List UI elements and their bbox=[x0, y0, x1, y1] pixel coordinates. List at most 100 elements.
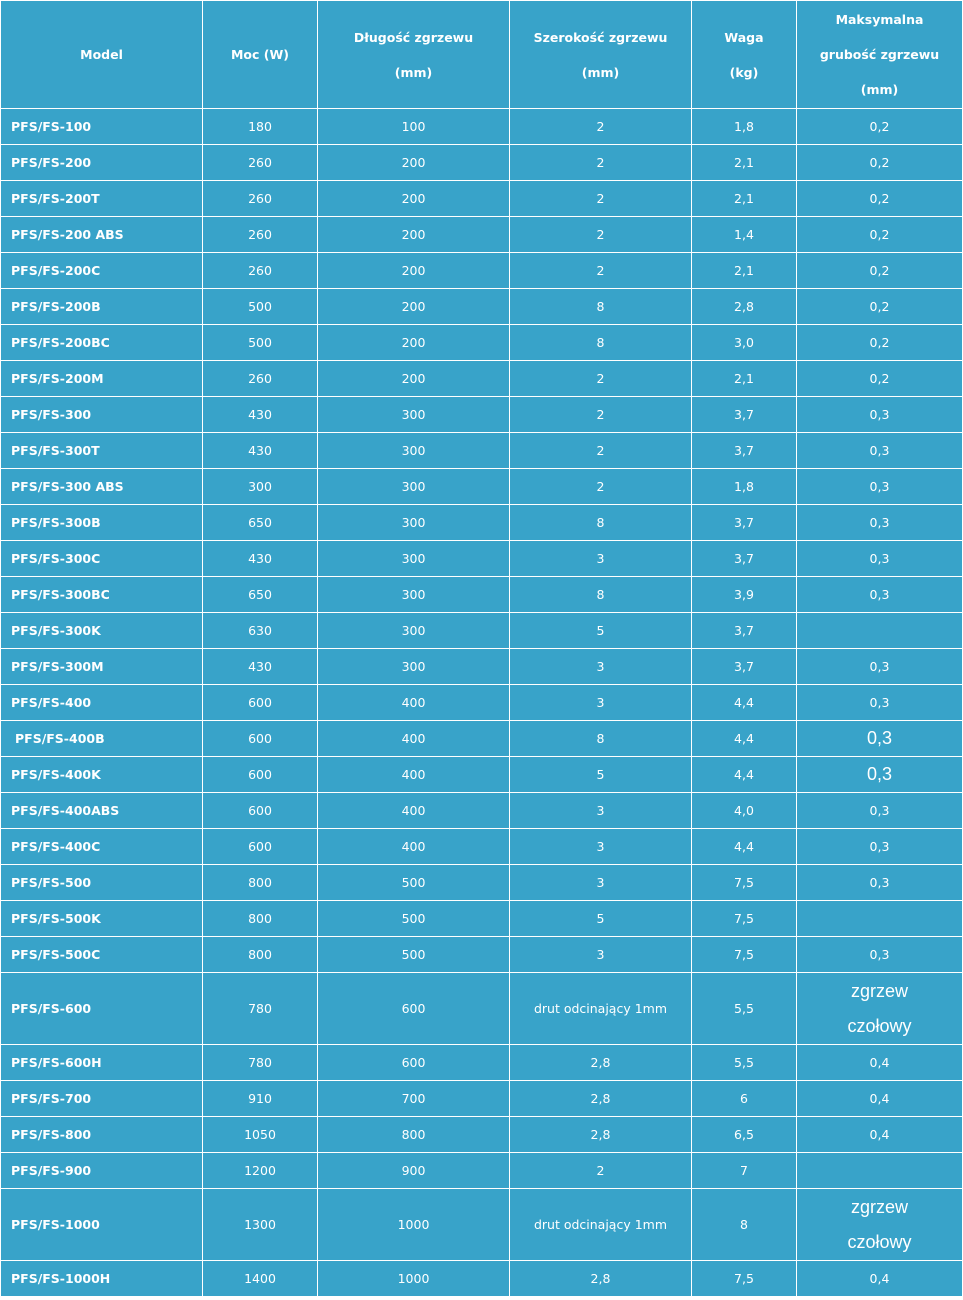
cell-model: PFS/FS-300K bbox=[0, 612, 203, 649]
cell-weight: 2,1 bbox=[691, 360, 797, 397]
cell-model: PFS/FS-200 ABS bbox=[0, 216, 203, 253]
cell-model: PFS/FS-400K bbox=[0, 756, 203, 793]
cell-model: PFS/FS-800 bbox=[0, 1116, 203, 1153]
cell-weight: 3,7 bbox=[691, 396, 797, 433]
cell-width: 8 bbox=[509, 576, 692, 613]
header-model: Model bbox=[0, 0, 203, 109]
table-row: PFS/FS-300BC 650 300 8 3,9 0,3 bbox=[0, 576, 963, 613]
cell-model: PFS/FS-500K bbox=[0, 900, 203, 937]
cell-weight: 2,1 bbox=[691, 144, 797, 181]
cell-length: 700 bbox=[317, 1080, 510, 1117]
header-line: (mm) bbox=[394, 64, 433, 80]
cell-width: 2,8 bbox=[509, 1116, 692, 1153]
cell-model: PFS/FS-600H bbox=[0, 1044, 203, 1081]
cell-thickness-line: zgrzew bbox=[850, 1196, 908, 1217]
table-row: PFS/FS-200M 260 200 2 2,1 0,2 bbox=[0, 360, 963, 397]
cell-width: 3 bbox=[509, 540, 692, 577]
cell-weight: 7 bbox=[691, 1152, 797, 1189]
table-row: PFS/FS-400K 600 400 5 4,4 0,3 bbox=[0, 756, 963, 793]
cell-thickness bbox=[796, 1152, 963, 1189]
cell-power: 600 bbox=[202, 792, 318, 829]
cell-model: PFS/FS-100 bbox=[0, 108, 203, 145]
cell-model: PFS/FS-400 bbox=[0, 684, 203, 721]
cell-model: PFS/FS-300 ABS bbox=[0, 468, 203, 505]
cell-model: PFS/FS-1000 bbox=[0, 1188, 203, 1261]
cell-thickness: 0,3 bbox=[796, 720, 963, 757]
cell-thickness: 0,3 bbox=[796, 504, 963, 541]
cell-model: PFS/FS-600 bbox=[0, 972, 203, 1045]
table-row: PFS/FS-200 260 200 2 2,1 0,2 bbox=[0, 144, 963, 181]
cell-weight: 4,4 bbox=[691, 720, 797, 757]
cell-thickness: 0,3 bbox=[796, 684, 963, 721]
cell-width: 5 bbox=[509, 756, 692, 793]
cell-length: 900 bbox=[317, 1152, 510, 1189]
cell-power: 430 bbox=[202, 648, 318, 685]
cell-thickness: 0,2 bbox=[796, 360, 963, 397]
table-row: PFS/FS-200B 500 200 8 2,8 0,2 bbox=[0, 288, 963, 325]
cell-power: 600 bbox=[202, 720, 318, 757]
table-row: PFS/FS-600 780 600 drut odcinający 1mm 5,5 zg… bbox=[0, 972, 963, 1045]
table-row: PFS/FS-100 180 100 2 1,8 0,2 bbox=[0, 108, 963, 145]
cell-width: 8 bbox=[509, 720, 692, 757]
cell-power: 260 bbox=[202, 180, 318, 217]
table-row: PFS/FS-300T 430 300 2 3,7 0,3 bbox=[0, 432, 963, 469]
cell-weight: 3,7 bbox=[691, 612, 797, 649]
table-body: PFS/FS-100 180 100 2 1,8 0,2 PFS/FS-200 260 200 2… bbox=[0, 108, 963, 1297]
table-row: PFS/FS-800 1050 800 2,8 6,5 0,4 bbox=[0, 1116, 963, 1153]
cell-power: 430 bbox=[202, 432, 318, 469]
table-row: PFS/FS-1000 1300 1000 drut odcinający 1mm 8 z… bbox=[0, 1188, 963, 1261]
cell-length: 300 bbox=[317, 540, 510, 577]
cell-width: drut odcinający 1mm bbox=[509, 1188, 692, 1261]
cell-power: 650 bbox=[202, 576, 318, 613]
cell-weight: 3,7 bbox=[691, 432, 797, 469]
cell-model: PFS/FS-400ABS bbox=[0, 792, 203, 829]
cell-thickness bbox=[796, 900, 963, 937]
cell-width: 2 bbox=[509, 360, 692, 397]
cell-thickness-line: zgrzew bbox=[850, 980, 908, 1001]
cell-weight: 4,0 bbox=[691, 792, 797, 829]
header-power: Moc (W) bbox=[202, 0, 318, 109]
cell-thickness: 0,3 bbox=[796, 936, 963, 973]
cell-length: 300 bbox=[317, 612, 510, 649]
cell-width: 2 bbox=[509, 144, 692, 181]
cell-weight: 2,1 bbox=[691, 252, 797, 289]
cell-thickness: 0,2 bbox=[796, 324, 963, 361]
header-line: Maksymalna bbox=[835, 12, 924, 27]
cell-thickness: 0,2 bbox=[796, 144, 963, 181]
cell-width: 2 bbox=[509, 252, 692, 289]
header-line: (mm) bbox=[860, 82, 899, 97]
cell-thickness: 0,3 bbox=[796, 432, 963, 469]
cell-thickness: 0,4 bbox=[796, 1044, 963, 1081]
cell-power: 300 bbox=[202, 468, 318, 505]
header-line: Długość zgrzewu bbox=[353, 29, 474, 45]
cell-model: PFS/FS-700 bbox=[0, 1080, 203, 1117]
cell-width: 3 bbox=[509, 936, 692, 973]
cell-model: PFS/FS-200B bbox=[0, 288, 203, 325]
cell-weight: 6,5 bbox=[691, 1116, 797, 1153]
cell-length: 200 bbox=[317, 360, 510, 397]
cell-width: 3 bbox=[509, 828, 692, 865]
cell-length: 200 bbox=[317, 216, 510, 253]
cell-weight: 2,1 bbox=[691, 180, 797, 217]
table-row: PFS/FS-300C 430 300 3 3,7 0,3 bbox=[0, 540, 963, 577]
table-row: PFS/FS-200C 260 200 2 2,1 0,2 bbox=[0, 252, 963, 289]
cell-power: 780 bbox=[202, 972, 318, 1045]
cell-weight: 4,4 bbox=[691, 756, 797, 793]
cell-weight: 7,5 bbox=[691, 900, 797, 937]
header-width: Szerokość zgrzewu (mm) bbox=[509, 0, 692, 109]
cell-weight: 4,4 bbox=[691, 828, 797, 865]
cell-power: 260 bbox=[202, 252, 318, 289]
table-row: PFS/FS-300K 630 300 5 3,7 bbox=[0, 612, 963, 649]
table-row: PFS/FS-200T 260 200 2 2,1 0,2 bbox=[0, 180, 963, 217]
cell-width: 2 bbox=[509, 468, 692, 505]
cell-length: 800 bbox=[317, 1116, 510, 1153]
cell-weight: 3,9 bbox=[691, 576, 797, 613]
cell-thickness: 0,4 bbox=[796, 1260, 963, 1297]
table-row: PFS/FS-300B 650 300 8 3,7 0,3 bbox=[0, 504, 963, 541]
cell-weight: 1,8 bbox=[691, 108, 797, 145]
cell-weight: 3,7 bbox=[691, 504, 797, 541]
cell-width: drut odcinający 1mm bbox=[509, 972, 692, 1045]
cell-power: 780 bbox=[202, 1044, 318, 1081]
header-row: Model Moc (W) Długość zgrzewu (mm) Szero… bbox=[0, 0, 963, 109]
